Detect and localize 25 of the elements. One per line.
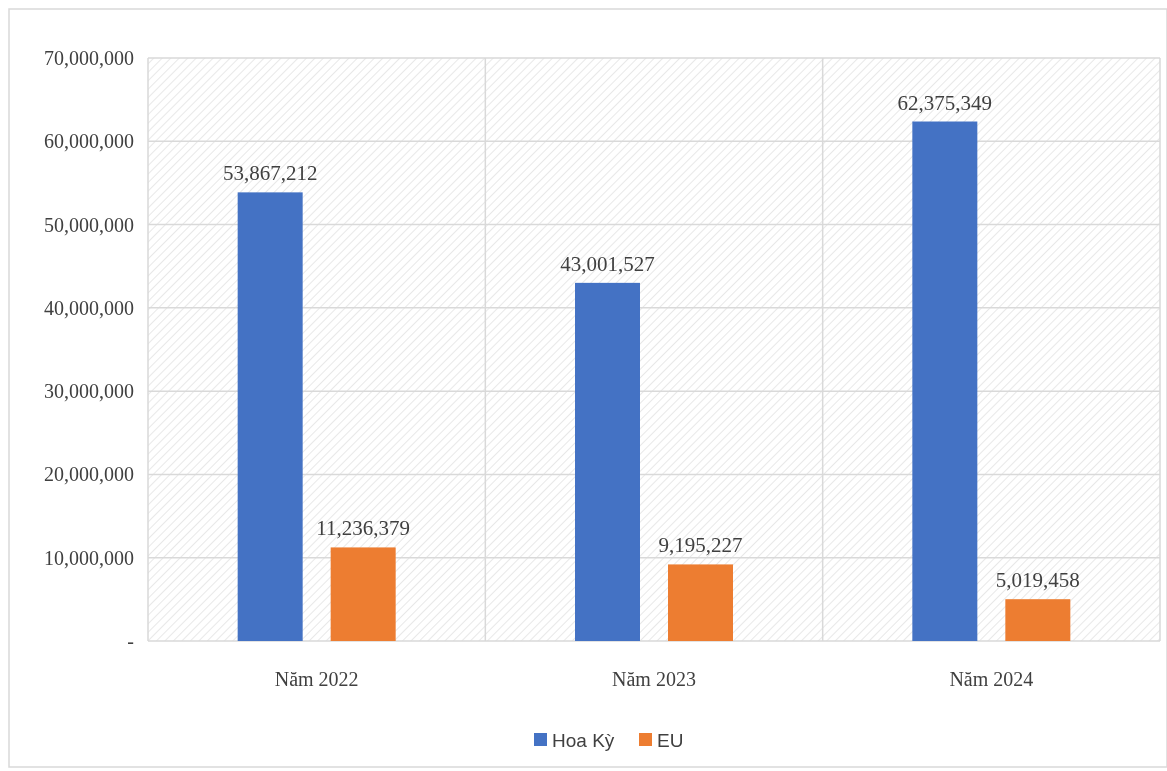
bar: [330, 547, 396, 641]
legend-label: Hoa Kỳ: [552, 729, 615, 751]
y-tick-label: 50,000,000: [44, 213, 134, 236]
data-label: 11,236,379: [316, 516, 411, 541]
data-label: 53,867,212: [222, 161, 318, 186]
y-tick-label: 20,000,000: [44, 463, 134, 486]
x-tick-label: Năm 2022: [274, 668, 359, 690]
y-tick-label: -: [127, 630, 134, 652]
bar: [237, 192, 303, 641]
bar: [575, 282, 640, 641]
data-label: 9,195,227: [658, 533, 743, 558]
y-tick-label: 40,000,000: [44, 296, 134, 319]
y-tick-label: 60,000,000: [44, 130, 134, 153]
x-tick-label: Năm 2023: [612, 668, 696, 690]
bar: [668, 564, 733, 641]
bar: [912, 121, 978, 641]
data-label: 43,001,527: [560, 251, 655, 276]
y-tick-label: 70,000,000: [44, 47, 134, 69]
legend-label: EU: [657, 729, 684, 751]
y-tick-label: 30,000,000: [44, 380, 134, 403]
bar: [1005, 599, 1071, 641]
x-tick-label: Năm 2024: [949, 668, 1034, 690]
data-label: 5,019,458: [995, 568, 1080, 593]
y-tick-label: 10,000,000: [44, 546, 134, 569]
data-label: 62,375,349: [897, 90, 993, 115]
